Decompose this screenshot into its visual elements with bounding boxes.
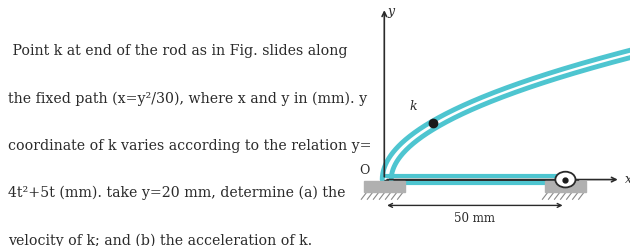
Text: k: k	[410, 100, 418, 113]
Bar	[545, 181, 586, 192]
Text: the fixed path (x=y²/30), where x and y in (mm). y: the fixed path (x=y²/30), where x and y …	[8, 92, 367, 106]
Text: coordinate of k varies according to the relation y=: coordinate of k varies according to the …	[8, 139, 372, 153]
Bar	[364, 181, 404, 192]
Text: O: O	[360, 164, 370, 177]
Circle shape	[555, 172, 576, 187]
Text: 50 mm: 50 mm	[454, 212, 495, 225]
Text: 4t²+5t (mm). take y=20 mm, determine (a) the: 4t²+5t (mm). take y=20 mm, determine (a)…	[8, 186, 346, 200]
Text: Point k at end of the rod as in Fig. slides along: Point k at end of the rod as in Fig. sli…	[8, 44, 348, 58]
Text: x: x	[625, 173, 630, 186]
Text: velocity of k; and (b) the acceleration of k.: velocity of k; and (b) the acceleration …	[8, 233, 312, 246]
Text: y: y	[387, 5, 394, 18]
